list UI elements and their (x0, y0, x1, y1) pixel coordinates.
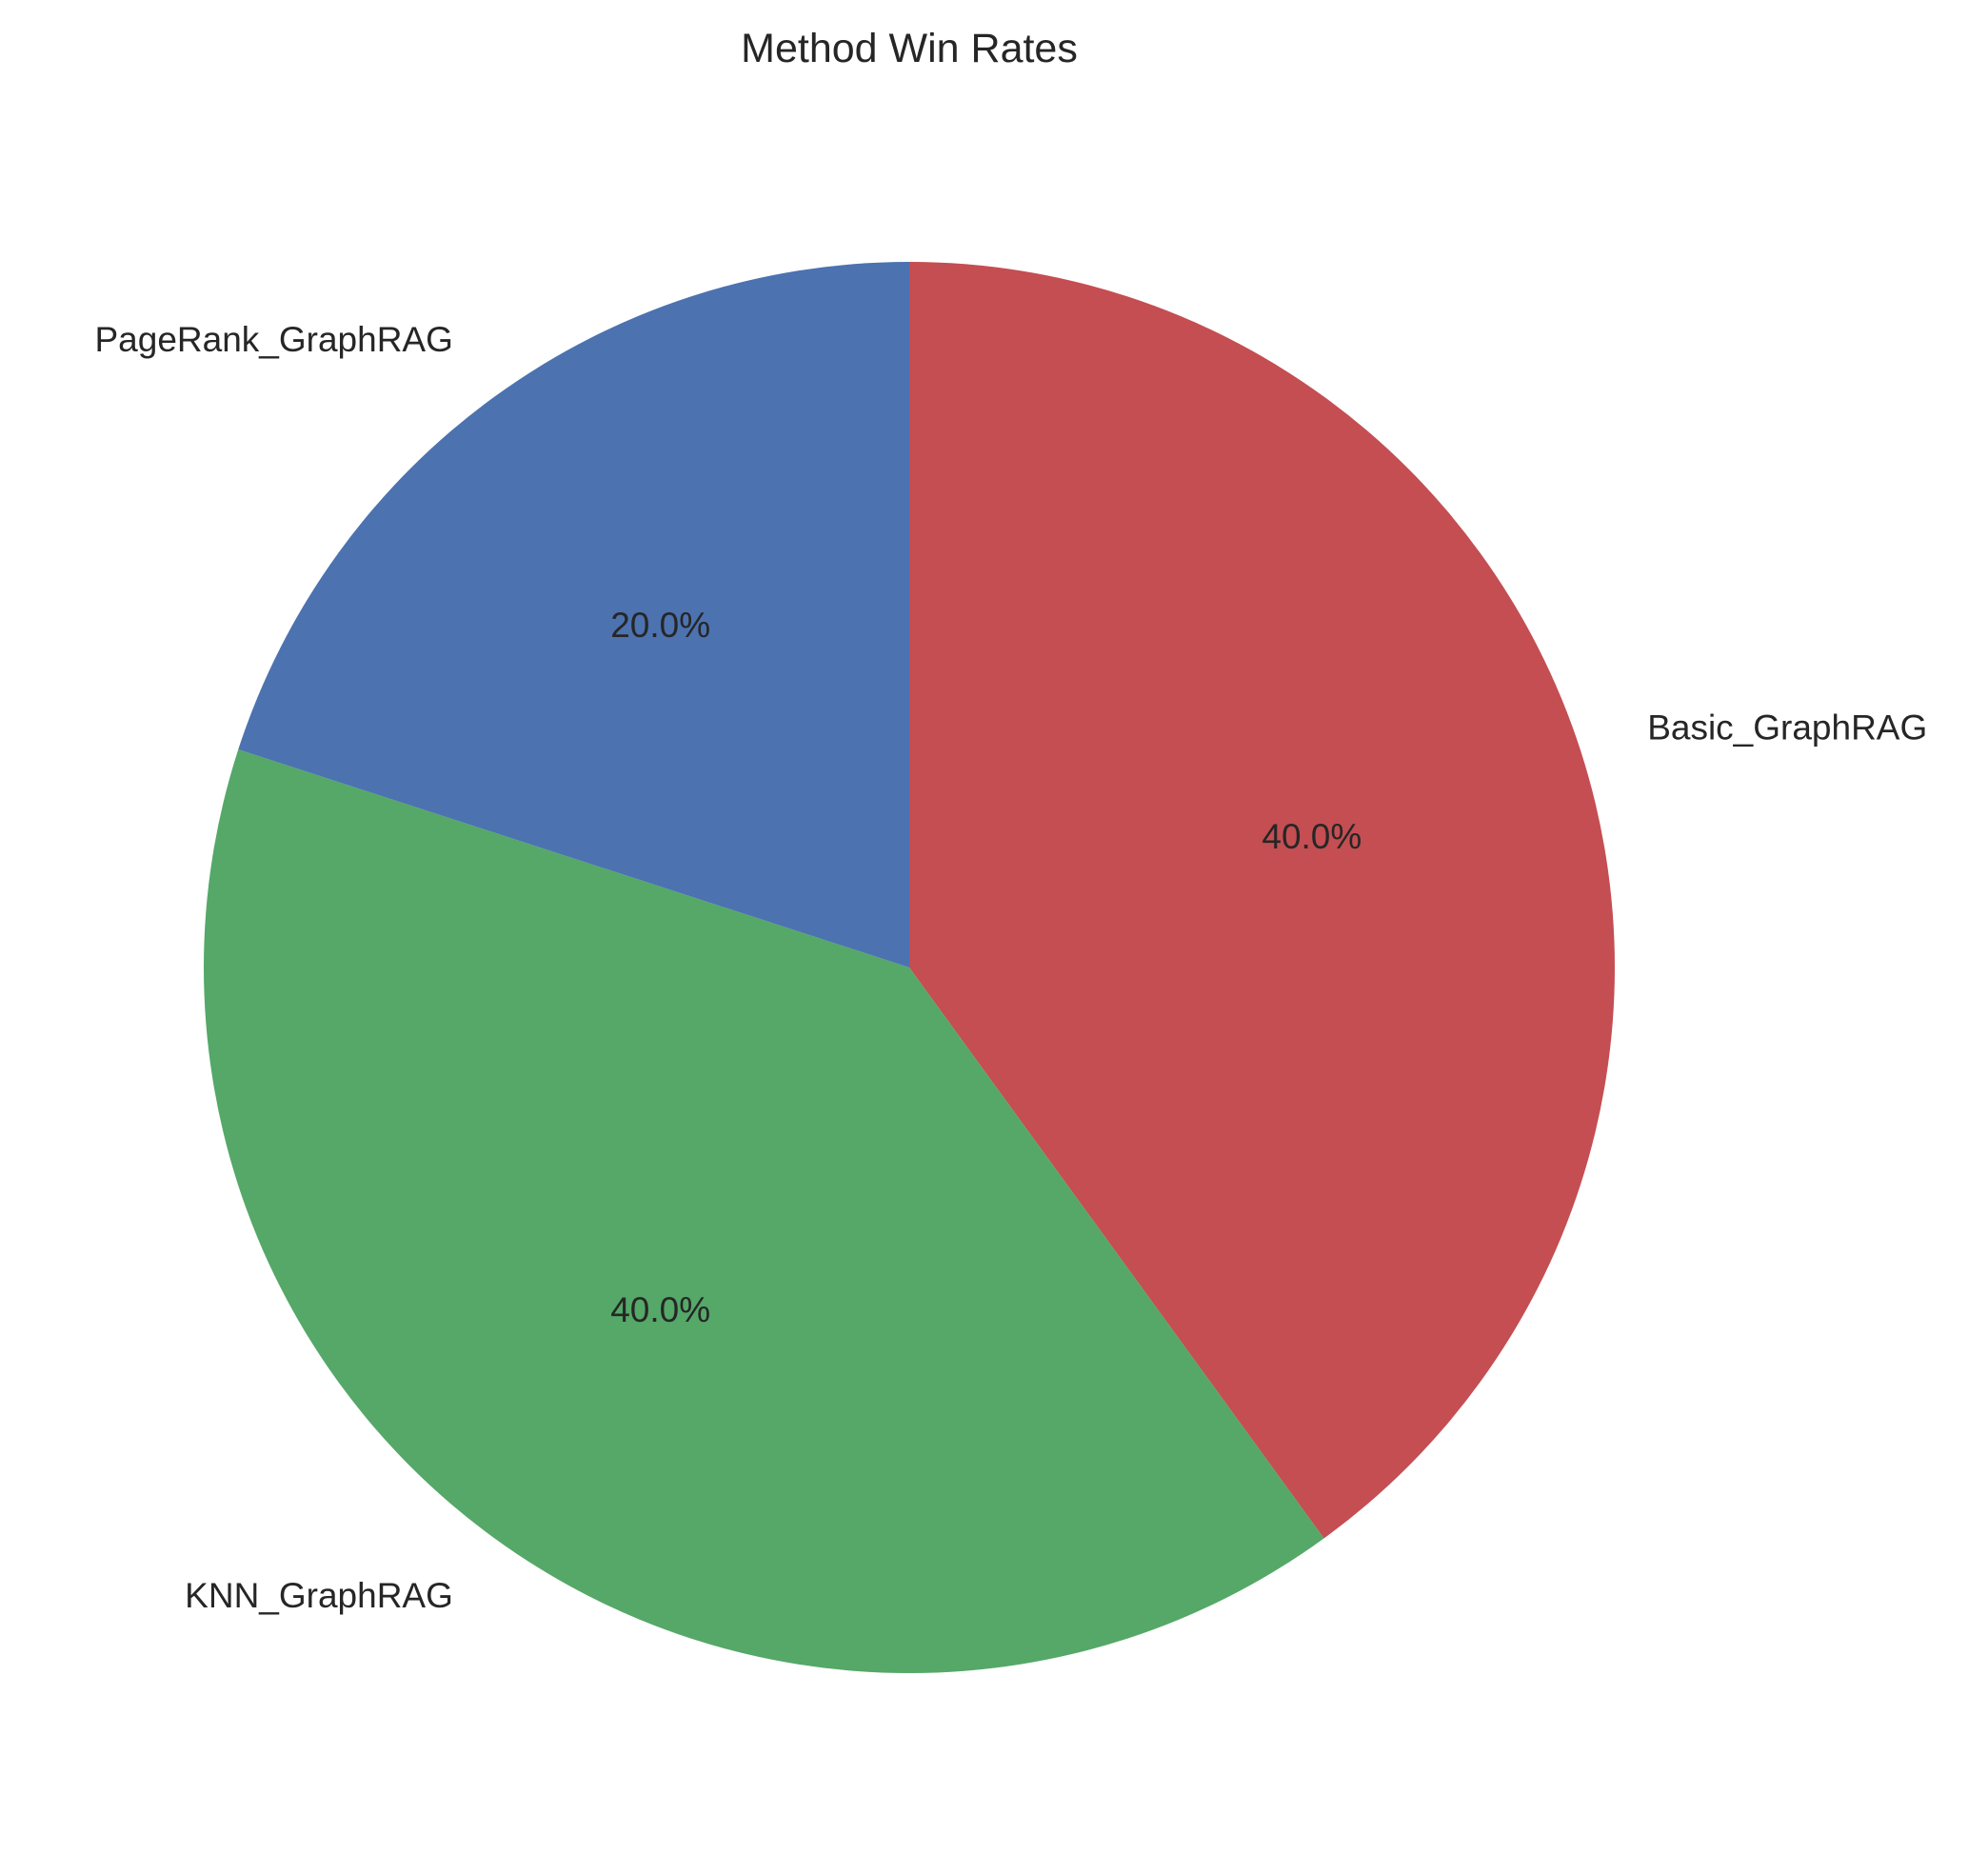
slice-percent-label: 40.0% (1262, 817, 1362, 856)
pie-slice-pagerank-graphrag (238, 262, 910, 967)
slice-label: Basic_GraphRAG (1647, 708, 1927, 748)
slice-label: PageRank_GraphRAG (95, 320, 453, 359)
slice-label: KNN_GraphRAG (185, 1576, 453, 1615)
pie-slice-knn-graphrag (203, 749, 1324, 1673)
slice-percent-label: 40.0% (610, 1290, 710, 1329)
chart-title: Method Win Rates (741, 26, 1078, 71)
slice-percent-label: 20.0% (610, 606, 710, 645)
pie-labels: Basic_GraphRAG 40.0% KNN_GraphRAG 40.0% Page… (95, 320, 1928, 1615)
pie-slice-basic-graphrag (909, 262, 1615, 1539)
pie-slices (203, 262, 1615, 1673)
